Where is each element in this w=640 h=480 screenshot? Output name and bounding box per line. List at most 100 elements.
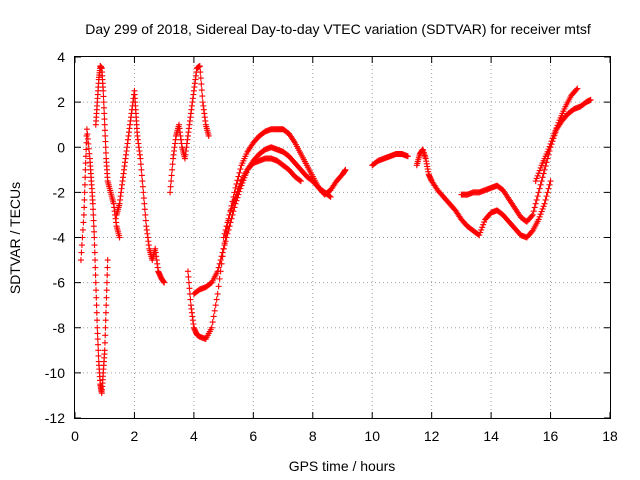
data-point	[209, 319, 216, 326]
data-point	[90, 206, 97, 213]
data-point	[102, 317, 109, 324]
data-point	[102, 144, 109, 151]
data-point	[538, 208, 545, 215]
data-point	[555, 119, 562, 126]
data-point	[116, 234, 123, 241]
data-point	[540, 203, 547, 210]
series-track-d	[413, 146, 554, 241]
data-point	[141, 206, 148, 213]
data-point	[186, 285, 193, 292]
data-point	[101, 110, 108, 117]
data-point	[94, 317, 101, 324]
data-point	[404, 153, 411, 160]
data-point	[537, 211, 544, 218]
data-point	[479, 224, 486, 231]
data-point	[92, 257, 99, 264]
data-point	[78, 242, 85, 249]
series-track-f	[532, 85, 581, 185]
data-point	[547, 140, 554, 147]
marks-layer	[77, 63, 594, 397]
y-tick-label: -2	[53, 184, 66, 200]
data-point	[187, 296, 194, 303]
data-point	[169, 161, 176, 168]
data-point	[545, 185, 552, 192]
data-point	[95, 352, 102, 359]
data-point	[542, 163, 549, 170]
data-point	[104, 257, 111, 264]
data-point	[93, 294, 100, 301]
data-point	[78, 249, 85, 256]
data-point	[80, 211, 87, 218]
data-point	[211, 307, 218, 314]
series-seg-early-4	[167, 63, 212, 196]
data-point	[237, 166, 244, 173]
data-point	[529, 211, 536, 218]
data-point	[93, 309, 100, 316]
data-point	[138, 172, 145, 179]
data-point	[213, 296, 220, 303]
data-point	[140, 195, 147, 202]
data-point	[547, 178, 554, 185]
data-point	[226, 211, 233, 218]
data-point	[342, 166, 349, 173]
data-point	[89, 200, 96, 207]
data-point	[140, 189, 147, 196]
x-tick-label: 0	[71, 428, 79, 444]
data-point	[101, 347, 108, 354]
data-point	[103, 302, 110, 309]
data-point	[235, 185, 242, 192]
data-point	[102, 324, 109, 331]
data-point	[536, 167, 543, 174]
data-point	[216, 260, 223, 267]
data-point	[93, 287, 100, 294]
data-point	[101, 121, 108, 128]
data-point	[223, 223, 230, 230]
data-point	[237, 180, 244, 187]
data-point	[217, 257, 224, 264]
data-point	[587, 96, 594, 103]
data-point	[215, 283, 222, 290]
data-point	[82, 174, 89, 181]
data-point	[480, 221, 487, 228]
y-tick-label: 2	[57, 94, 65, 110]
series-track-b	[190, 144, 349, 297]
data-point	[220, 234, 227, 241]
data-point	[539, 205, 546, 212]
data-point	[94, 336, 101, 343]
data-point	[536, 213, 543, 220]
data-point	[101, 116, 108, 123]
y-axis-label: SDTVAR / TECUs	[7, 182, 23, 294]
data-point	[574, 85, 581, 92]
series-seg-early-1	[77, 126, 111, 397]
data-point	[478, 226, 485, 233]
data-point	[93, 302, 100, 309]
data-point	[536, 185, 543, 192]
y-tick-label: -10	[45, 365, 65, 381]
y-tick-label: 4	[57, 49, 65, 65]
data-point	[82, 160, 89, 167]
data-point	[208, 324, 215, 331]
y-tick-label: -6	[53, 275, 66, 291]
data-point	[573, 86, 580, 93]
data-point	[533, 196, 540, 203]
data-point	[548, 138, 555, 145]
data-point	[481, 219, 488, 226]
data-point	[541, 166, 548, 173]
data-point	[82, 153, 89, 160]
data-point	[233, 191, 240, 198]
data-point	[92, 279, 99, 286]
data-point	[100, 99, 107, 106]
data-point	[92, 272, 99, 279]
data-point	[80, 219, 87, 226]
data-point	[90, 211, 97, 218]
data-point	[142, 211, 149, 218]
data-point	[91, 228, 98, 235]
data-point	[230, 199, 237, 206]
data-point	[185, 279, 192, 286]
data-point	[81, 189, 88, 196]
data-point	[214, 290, 221, 297]
x-tick-label: 6	[249, 428, 257, 444]
data-point	[102, 132, 109, 139]
data-point	[528, 213, 535, 220]
x-tick-label: 18	[602, 428, 618, 444]
